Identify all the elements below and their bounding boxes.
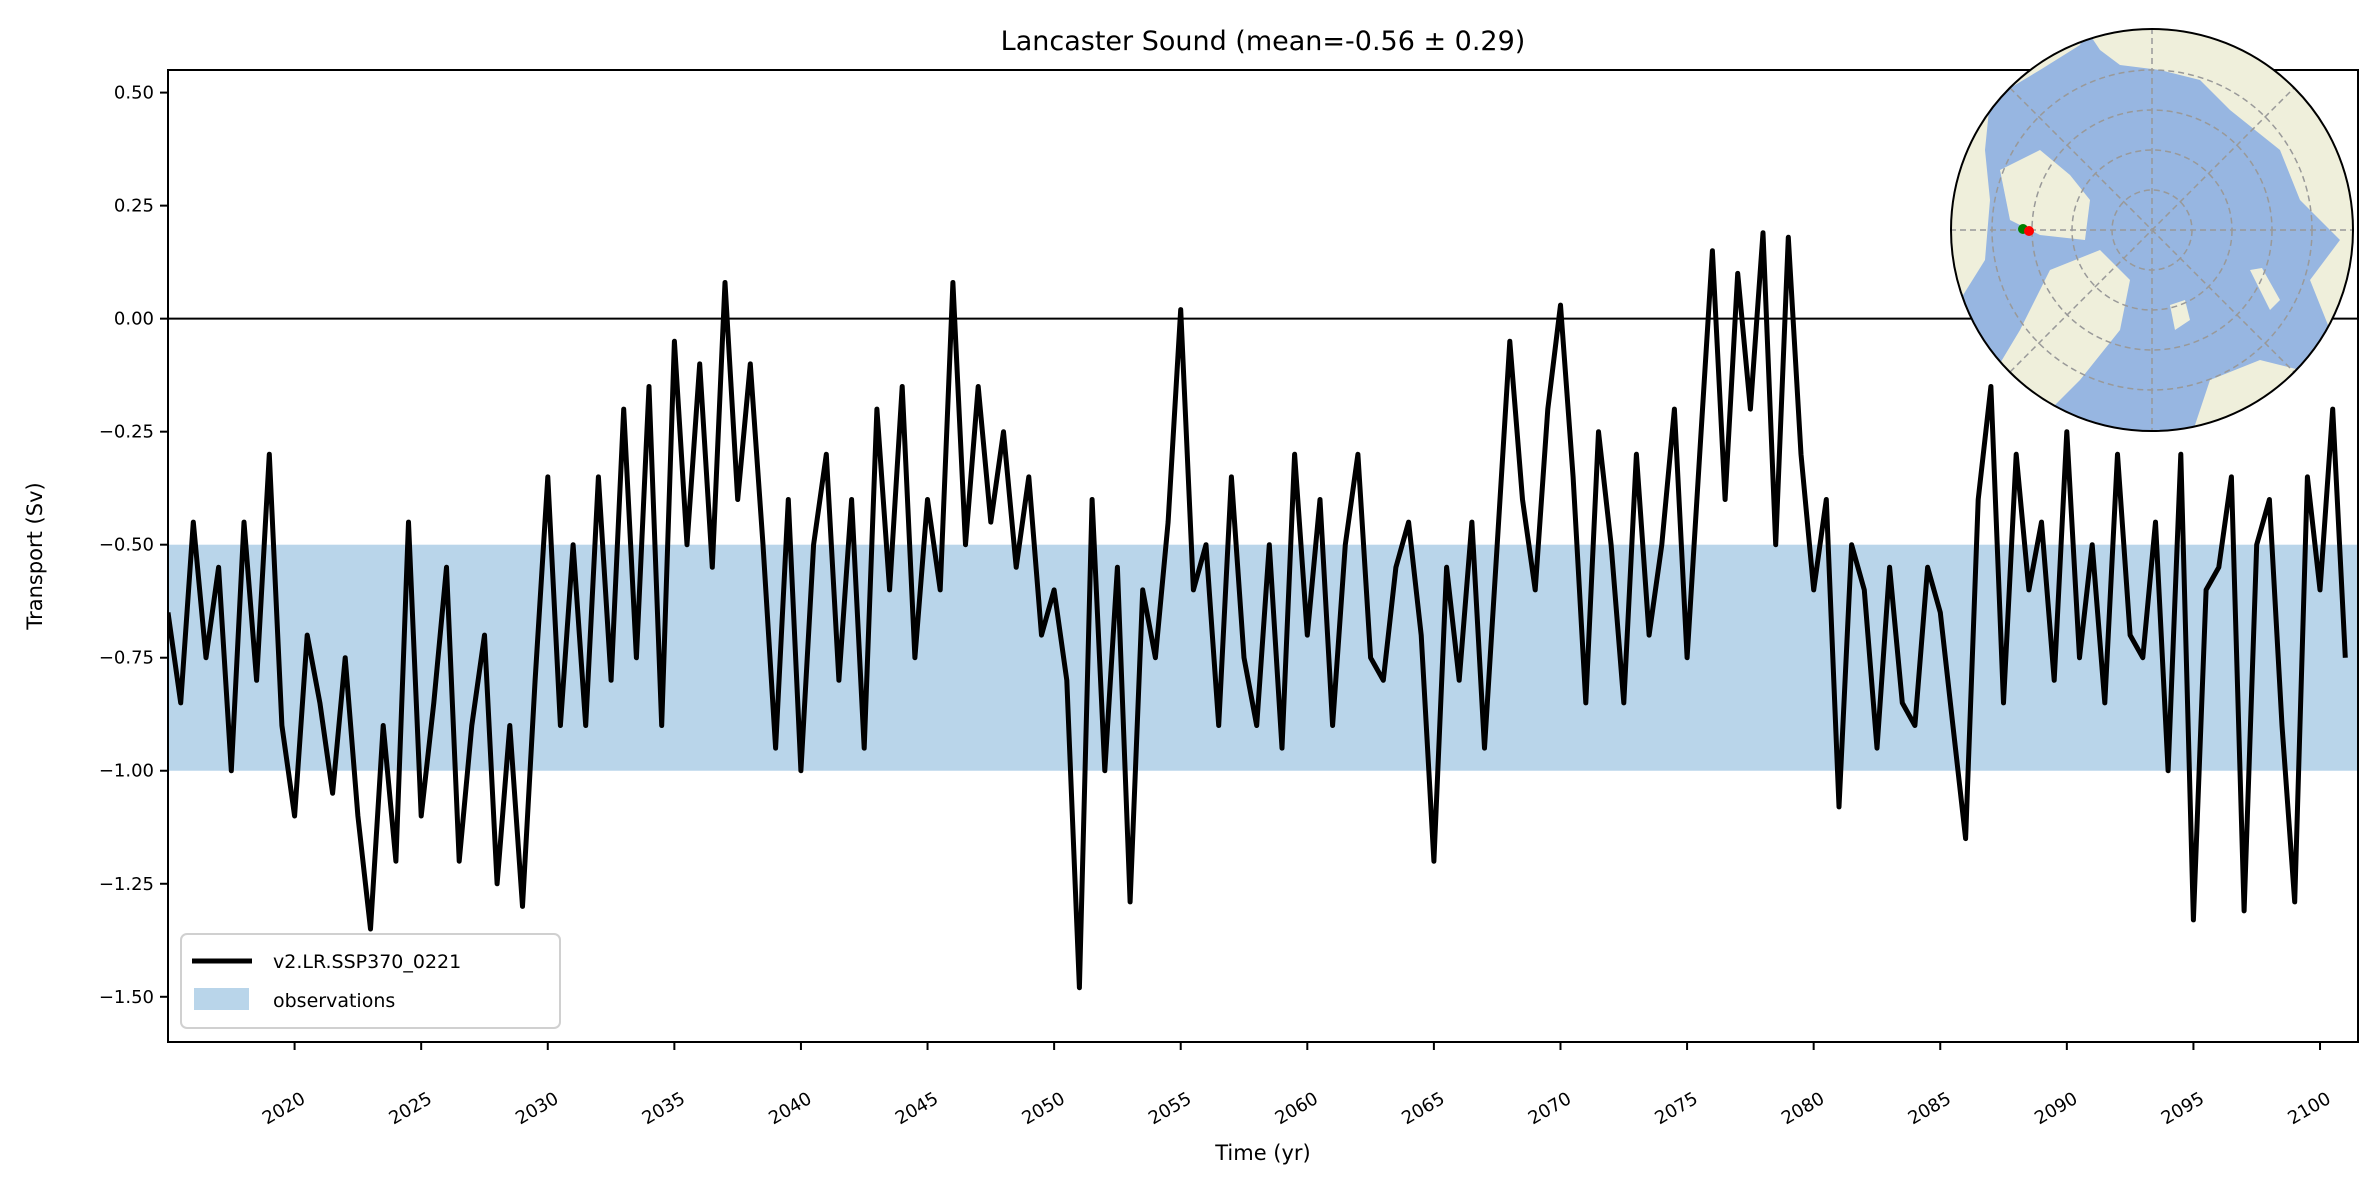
inset-map: [1940, 20, 2376, 440]
x-tick-label: 2055: [1145, 1088, 1195, 1129]
x-tick-label: 2065: [1398, 1088, 1448, 1129]
x-tick-label: 2090: [2031, 1088, 2081, 1129]
y-tick-label: −1.25: [99, 874, 154, 895]
legend-observations-label: observations: [273, 990, 395, 1012]
x-tick-label: 2080: [1778, 1088, 1828, 1129]
legend: v2.LR.SSP370_0221 observations: [181, 934, 560, 1028]
x-tick-label: 2045: [892, 1088, 942, 1129]
x-tick-label: 2100: [2284, 1088, 2334, 1129]
x-axis-label: Time (yr): [1214, 1141, 1311, 1165]
x-tick-label: 2095: [2158, 1088, 2208, 1129]
x-tick-label: 2035: [639, 1088, 689, 1129]
y-tick-label: −0.50: [99, 535, 154, 556]
x-tick-label: 2050: [1018, 1088, 1068, 1129]
y-tick-label: −1.00: [99, 761, 154, 782]
x-tick-label: 2060: [1272, 1088, 1322, 1129]
x-tick-label: 2020: [259, 1088, 309, 1129]
y-tick-label: −1.50: [99, 987, 154, 1008]
y-tick-label: −0.75: [99, 648, 154, 669]
y-tick-label: 0.50: [114, 83, 154, 104]
x-tick-label: 2070: [1525, 1088, 1575, 1129]
y-axis-label: Transport (Sv): [23, 482, 47, 630]
x-tick-label: 2030: [512, 1088, 562, 1129]
legend-series-label: v2.LR.SSP370_0221: [273, 951, 461, 973]
x-tick-label: 2040: [765, 1088, 815, 1129]
y-tick-label: −0.25: [99, 422, 154, 443]
legend-band-swatch: [194, 988, 249, 1010]
y-tick-label: 0.25: [114, 196, 154, 217]
x-tick-label: 2025: [386, 1088, 436, 1129]
x-tick-label: 2085: [1905, 1088, 1955, 1129]
end-marker: [2024, 226, 2034, 236]
y-tick-label: 0.00: [114, 309, 154, 330]
chart-title: Lancaster Sound (mean=-0.56 ± 0.29): [1001, 26, 1526, 57]
x-tick-label: 2075: [1651, 1088, 1701, 1129]
